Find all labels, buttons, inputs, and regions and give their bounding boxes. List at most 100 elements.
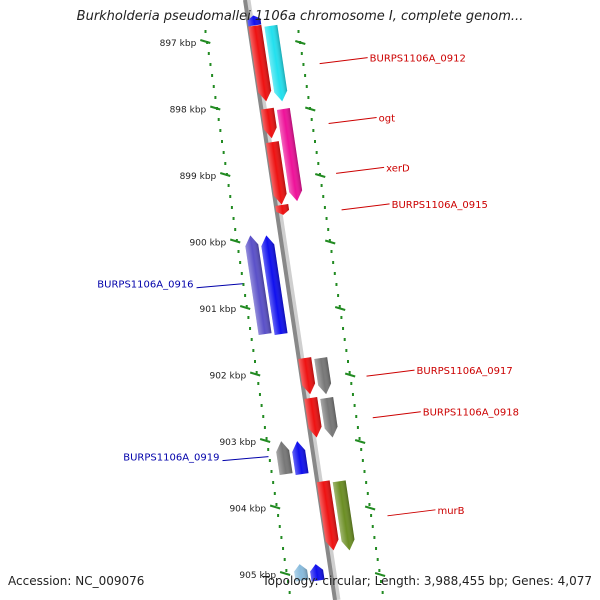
gene-feature-18 [310,564,325,582]
guide-dot-left [272,481,275,484]
gene-feature-0 [247,15,262,27]
gene-feature-10 [314,357,332,395]
guide-dot-right [365,481,368,484]
guide-dot-left [265,437,268,440]
gene-label-leader [336,166,385,174]
gene-arrow-shade [245,235,272,336]
kbp-tick-left [269,504,281,510]
guide-dot-left [224,162,227,165]
guide-dot-right [342,327,345,330]
guide-dot-right [314,140,316,143]
gene-features [245,15,355,582]
gene-feature-13 [276,441,293,476]
gene-murb [316,480,339,551]
kbp-tick-right [354,439,366,444]
guide-dot-left [227,184,230,187]
guide-dot-left [230,206,233,209]
gene-label[interactable]: BURPS1106A_0917 [417,366,513,377]
kbp-tick-left [209,105,221,111]
guide-dot-left [268,459,271,462]
accession-text: Accession: NC_009076 [8,574,145,588]
guide-dot-left [258,393,261,396]
guide-dot-right [353,404,356,407]
gene-feature-7 [245,235,272,336]
gene-arrow-shade [276,108,303,202]
gene-burps1106a_0915 [275,204,290,215]
gene-burps1106a_0912 [248,24,272,102]
guide-dot-right [348,371,351,374]
gene-feature-17 [294,564,309,582]
guide-dot-left [237,250,240,253]
kbp-tick-label: 901 kbp [200,305,237,315]
gene-arrow-shade [264,24,288,102]
gene-label[interactable]: BURPS1106A_0912 [370,54,466,65]
guide-dot-right [304,74,307,77]
kbp-tick-left [200,39,211,44]
guide-dot-right [378,569,381,572]
guide-dot-left [287,580,289,583]
guide-dot-left [263,426,266,429]
gene-label[interactable]: murB [437,506,464,517]
guide-dot-left [270,470,273,473]
kbp-tick-right [334,306,346,311]
guide-dot-left [247,316,250,319]
guide-dot-right [380,580,382,583]
guide-dot-left [244,294,247,297]
guide-dot-left [267,448,270,451]
gene-feature-16 [332,480,355,551]
guide-dot-right [309,107,312,110]
guide-dot-right [356,426,359,429]
guide-dot-right [358,437,361,440]
gene-label[interactable]: BURPS1106A_0915 [392,200,488,211]
gene-arrow-shade [248,24,272,102]
gene-label[interactable]: BURPS1106A_0919 [123,453,219,464]
gene-label[interactable]: xerD [386,163,410,174]
kbp-ticks: 897 kbp 898 kbp 899 kbp 900 kbp 901 kbp 902 k… [160,39,386,581]
guide-dot-right [312,129,315,132]
gene-feature-4 [276,108,303,202]
gene-label-leader [196,283,243,289]
guide-dot-left [207,52,210,55]
gene-arrow-shade [276,441,293,476]
guide-dot-right [373,536,376,539]
gene-feature-2 [264,24,288,102]
guide-dot-left [262,415,265,418]
guide-dot-right [347,360,349,363]
gene-label-leader [387,509,436,517]
gene-arrow-shade [316,480,339,551]
guide-dot-right [370,514,373,517]
guide-dot-left [229,195,232,198]
gene-burps1106a_0917 [298,357,316,395]
guide-dot-right [333,272,336,275]
guide-dot-right [300,52,303,55]
guide-dot-right [297,30,300,33]
gene-label-leader [319,57,368,65]
guide-dot-left [277,514,280,517]
guide-dot-left [255,371,258,374]
guide-dot-left [209,63,212,66]
guide-dot-left [204,30,207,33]
guide-dot-right [355,415,358,418]
kbp-tick-left [239,305,251,310]
guide-dot-left [285,569,288,572]
guide-dot-left [288,591,291,594]
gene-label[interactable]: ogt [379,113,395,124]
gene-arrow-shade [320,397,338,438]
gene-ogt [260,107,277,139]
gene-arrow-shade [332,480,355,551]
gene-label[interactable]: BURPS1106A_0916 [97,280,193,291]
gene-arrow-shade [260,107,277,139]
guide-dot-right [368,503,371,506]
kbp-tick-right [344,372,356,378]
gene-label[interactable]: BURPS1106A_0918 [423,408,519,419]
guide-dot-left [211,74,214,77]
kbp-tick-left [249,371,261,377]
kbp-tick-label: 904 kbp [229,505,266,515]
guide-dot-left [221,140,223,143]
gene-burps1106a_0916 [261,235,288,336]
gene-arrow-shade [265,141,287,205]
gene-label-leader [341,203,390,211]
kbp-tick-label: 900 kbp [190,239,227,249]
guide-dot-left [214,96,217,99]
guide-dot-right [343,338,346,341]
